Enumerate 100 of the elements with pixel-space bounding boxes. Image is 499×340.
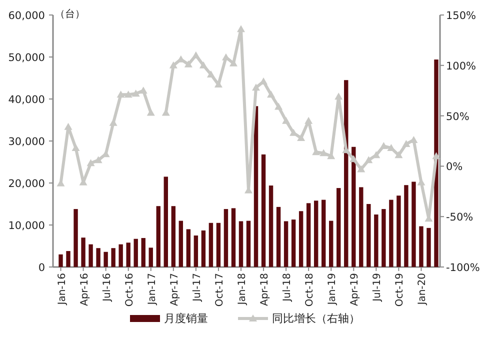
bar (81, 238, 86, 267)
x-tick-label: Jan-20 (417, 273, 428, 306)
bar (412, 182, 416, 267)
bar (238, 221, 244, 267)
bar (156, 206, 160, 267)
bar (58, 254, 63, 267)
bar (404, 185, 408, 267)
point (199, 61, 208, 68)
y2-tick-label: 100% (446, 60, 476, 72)
bar (126, 242, 130, 267)
point (139, 86, 148, 94)
point (86, 159, 95, 166)
x-tick-label: Jul-16 (102, 273, 113, 302)
bar (298, 211, 304, 267)
annotation: （台） (55, 8, 85, 20)
x-tick-label: Jul-18 (282, 273, 294, 302)
bar (352, 146, 356, 267)
point (320, 149, 328, 156)
bar (374, 214, 378, 267)
bar (276, 206, 281, 267)
point (402, 140, 410, 148)
bar (74, 209, 78, 267)
point (394, 151, 403, 158)
bar (329, 220, 334, 267)
y-tick-label: 50,000 (8, 52, 45, 64)
point (350, 155, 358, 162)
x-tick-label: Oct-19 (394, 273, 406, 307)
point (267, 90, 276, 98)
y2-tick-label: 0% (446, 161, 463, 174)
point (380, 142, 388, 150)
x-tick-label: Jan-16 (56, 273, 68, 306)
legend-label: 同比增长（右轴） (272, 312, 360, 325)
y2-tick-label: -100% (446, 262, 480, 274)
bar (96, 248, 100, 267)
point (236, 25, 245, 32)
y2-tick-label: 50% (446, 110, 470, 123)
bar (314, 200, 318, 267)
bar (246, 220, 251, 267)
point (334, 92, 343, 100)
bar (254, 106, 258, 267)
legend-label: 月度销量 (164, 312, 208, 325)
x-tick-label: Oct-18 (304, 273, 316, 307)
point (282, 116, 290, 124)
bar (171, 206, 176, 267)
bar (336, 188, 341, 267)
point (184, 60, 192, 68)
point (192, 51, 200, 58)
x-tick-label: Jan-17 (146, 273, 158, 306)
bar (426, 228, 431, 267)
x-tick-label: Apr-16 (79, 273, 90, 306)
point (116, 90, 125, 98)
bar (118, 244, 123, 267)
bar (306, 203, 311, 267)
x-tick-label: Apr-17 (169, 273, 180, 306)
bar (382, 209, 386, 267)
point (132, 90, 140, 97)
y-tick-label: 10,000 (8, 220, 45, 232)
bar (396, 196, 401, 267)
bar (216, 222, 221, 267)
bar (389, 200, 394, 267)
point (94, 156, 102, 164)
bar (134, 238, 138, 267)
point (357, 165, 366, 172)
bar (284, 221, 288, 267)
bar (231, 208, 236, 267)
x-tick-label: Jul-17 (192, 273, 203, 302)
point (297, 134, 306, 141)
bar (419, 226, 424, 267)
x-tick-label: Jul-19 (372, 273, 384, 302)
x-tick-label: Jan-18 (236, 273, 248, 306)
y-tick-label: 60,000 (8, 10, 45, 22)
point (146, 108, 155, 116)
bar (88, 244, 93, 267)
bar (164, 176, 168, 267)
bar (201, 230, 206, 267)
x-tick-label: Apr-19 (350, 273, 361, 306)
x-tick-label: Oct-17 (214, 273, 226, 307)
y2-tick-label: -50% (446, 212, 474, 224)
bar (111, 248, 116, 267)
bar (366, 204, 371, 267)
y2-tick-label: 150% (446, 10, 476, 22)
point (274, 102, 283, 110)
x-tick-label: Apr-18 (260, 273, 271, 306)
bar (359, 187, 364, 267)
bar (104, 252, 108, 267)
bar (224, 209, 228, 267)
point (206, 70, 215, 78)
y-tick-label: 20,000 (8, 178, 45, 190)
point (124, 90, 132, 98)
bar (291, 220, 296, 267)
point (169, 61, 178, 68)
bar (434, 60, 438, 267)
y-tick-label: 30,000 (8, 136, 45, 148)
point (72, 144, 80, 152)
x-tick-label: Jan-19 (327, 273, 338, 306)
y-tick-label: 0 (38, 262, 45, 274)
point (252, 84, 260, 91)
point (304, 116, 313, 124)
bar (194, 236, 198, 267)
bar (148, 248, 153, 267)
